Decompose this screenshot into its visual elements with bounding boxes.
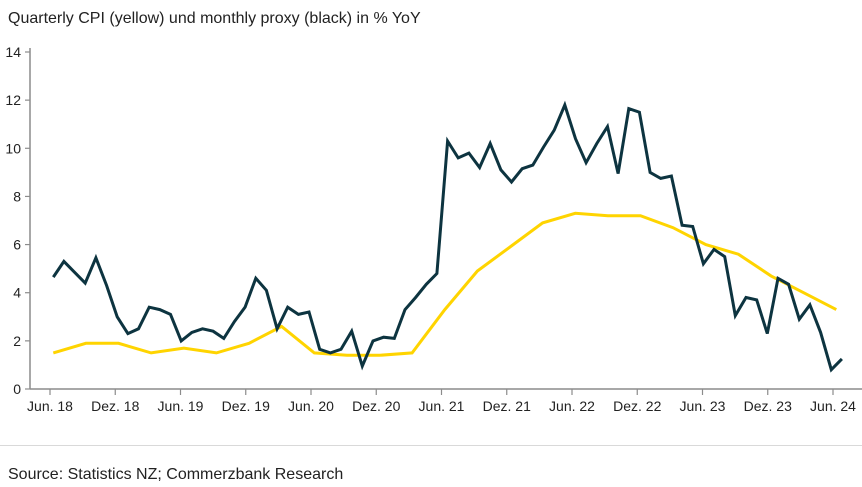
x-tick-label: Jun. 23	[680, 398, 726, 414]
x-tick-label: Dez. 18	[91, 398, 139, 414]
x-tick-label: Dez. 20	[352, 398, 400, 414]
x-tick-label: Dez. 19	[222, 398, 270, 414]
x-tick-label: Jun. 24	[810, 398, 856, 414]
x-tick-label: Jun. 20	[288, 398, 334, 414]
x-tick-label: Jun. 22	[549, 398, 595, 414]
x-tick-label: Dez. 23	[744, 398, 792, 414]
x-tick-label: Dez. 22	[613, 398, 661, 414]
x-tick-label: Jun. 19	[158, 398, 204, 414]
y-tick-label: 8	[13, 188, 21, 204]
y-tick-label: 0	[13, 381, 21, 397]
y-tick-label: 12	[5, 92, 21, 108]
x-tick-label: Jun. 18	[27, 398, 73, 414]
y-tick-label: 14	[5, 44, 21, 60]
x-tick-label: Dez. 21	[483, 398, 531, 414]
y-tick-label: 6	[13, 237, 21, 253]
source-note: Source: Statistics NZ; Commerzbank Resea…	[8, 466, 344, 483]
y-tick-label: 4	[13, 285, 21, 301]
x-tick-label: Jun. 21	[419, 398, 465, 414]
divider	[0, 445, 862, 446]
y-tick-label: 2	[13, 333, 21, 349]
line-chart: 0 2 4 6 8 10 12 14 Jun. 18 Dez. 18 Jun. 19 Dez. 19 J…	[5, 44, 862, 414]
series-line-quarterly-cpi	[52, 211, 837, 357]
series-line-monthly-proxy	[52, 100, 843, 373]
chart-title: Quarterly CPI (yellow) und monthly proxy…	[8, 10, 421, 27]
y-tick-label: 10	[5, 140, 21, 156]
